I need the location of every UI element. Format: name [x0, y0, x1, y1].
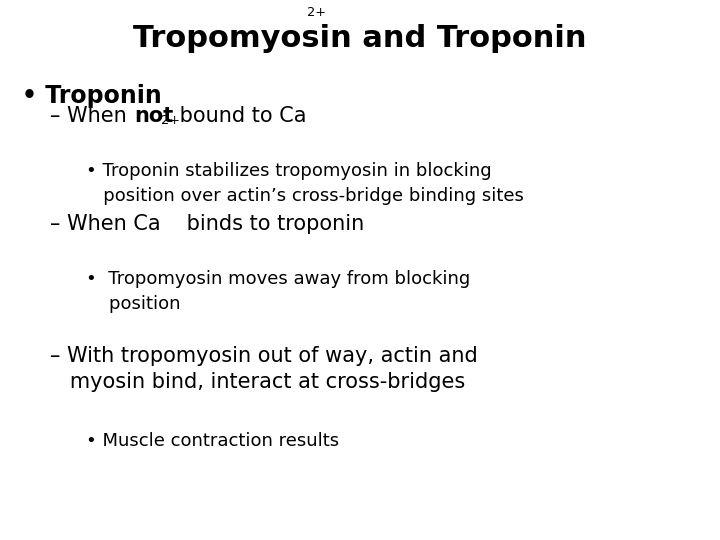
Text: Tropomyosin and Troponin: Tropomyosin and Troponin	[133, 24, 587, 53]
Text: • Troponin stabilizes tropomyosin in blocking
   position over actin’s cross-bri: • Troponin stabilizes tropomyosin in blo…	[86, 162, 524, 205]
Text: • Troponin: • Troponin	[22, 84, 161, 107]
Text: 2+: 2+	[161, 114, 180, 127]
Text: 2+: 2+	[307, 6, 325, 19]
Text: •  Tropomyosin moves away from blocking
    position: • Tropomyosin moves away from blocking p…	[86, 270, 471, 313]
Text: – When Ca: – When Ca	[50, 213, 161, 233]
Text: • Muscle contraction results: • Muscle contraction results	[86, 432, 340, 450]
Text: binds to troponin: binds to troponin	[180, 213, 364, 233]
Text: not: not	[134, 105, 173, 125]
Text: – With tropomyosin out of way, actin and
   myosin bind, interact at cross-bridg: – With tropomyosin out of way, actin and…	[50, 346, 478, 392]
Text: bound to Ca: bound to Ca	[173, 105, 307, 125]
Text: – When: – When	[50, 105, 134, 125]
